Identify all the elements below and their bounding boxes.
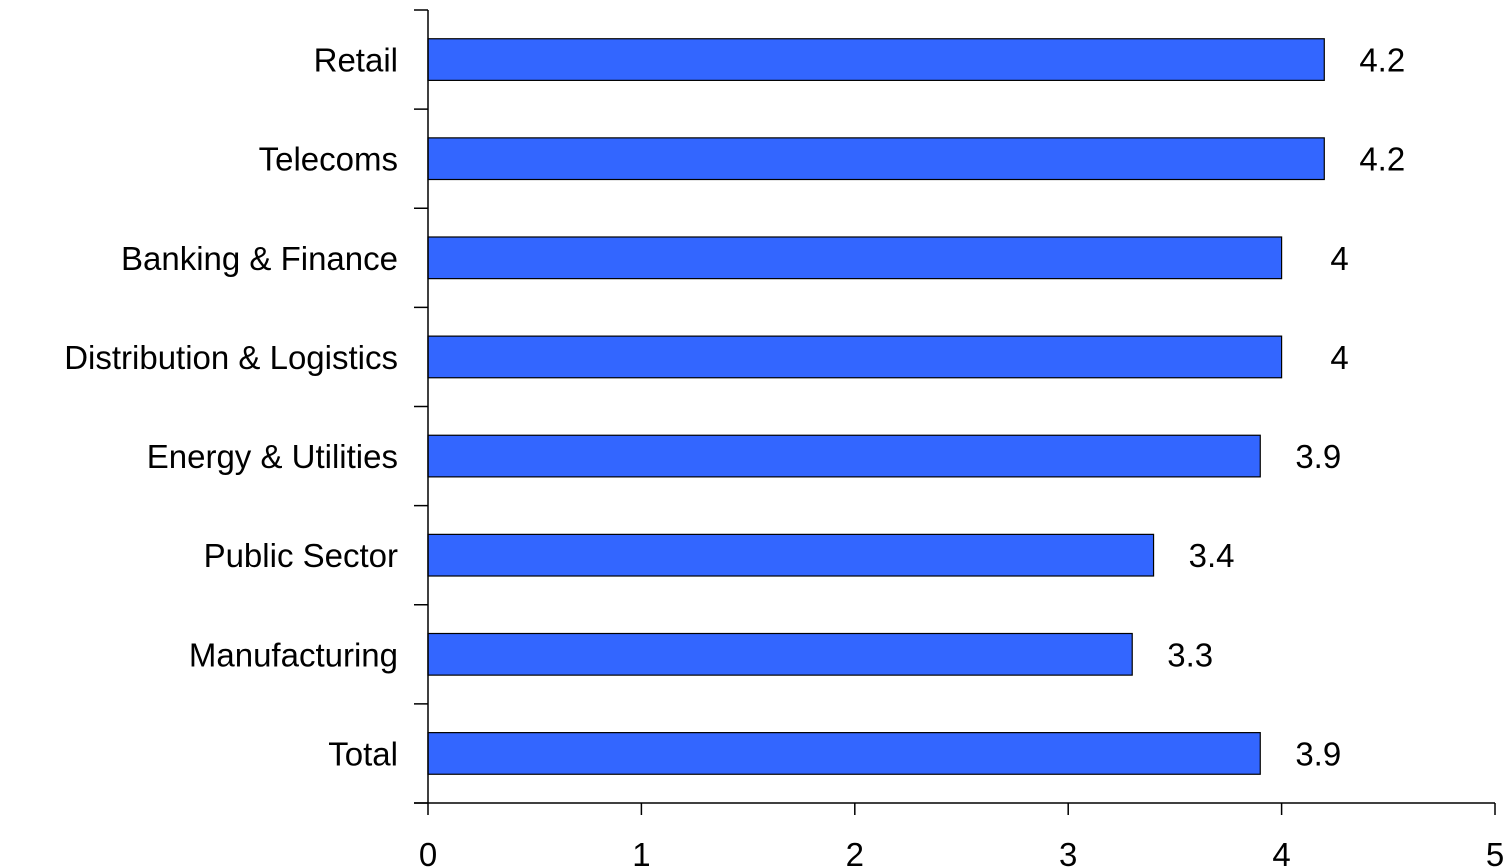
bars-group: [427, 38, 1325, 775]
value-label: 3.9: [1295, 735, 1341, 772]
bar-7: [427, 732, 1261, 775]
bar-0: [427, 38, 1325, 81]
category-label: Banking & Finance: [121, 240, 398, 277]
bar-6: [427, 632, 1133, 676]
bar-2: [427, 236, 1283, 280]
value-label: 3.9: [1295, 438, 1341, 475]
bar-3: [427, 335, 1283, 379]
category-label: Distribution & Logistics: [64, 339, 398, 376]
value-label: 4: [1330, 240, 1348, 277]
x-tick-labels: 0 1 2 3 4 5: [419, 836, 1504, 868]
x-tick-label: 5: [1486, 836, 1504, 868]
category-label: Total: [328, 735, 398, 772]
category-labels: Retail Telecoms Banking & Finance Distribut…: [64, 42, 398, 773]
x-tick-label: 0: [419, 836, 437, 868]
value-labels: 4.2 4.2 4 4 3.9 3.4 3.3 3.9: [1167, 42, 1405, 773]
x-tick-label: 1: [632, 836, 650, 868]
value-label: 3.4: [1189, 537, 1235, 574]
value-label: 4.2: [1359, 141, 1405, 178]
category-label: Energy & Utilities: [147, 438, 398, 475]
bar-1: [427, 137, 1325, 181]
category-label: Manufacturing: [189, 636, 398, 673]
category-label: Telecoms: [259, 141, 398, 178]
category-label: Public Sector: [204, 537, 398, 574]
bar-4: [427, 434, 1261, 478]
value-label: 4: [1330, 339, 1348, 376]
axes: [414, 9, 1496, 815]
bar-5: [427, 533, 1155, 577]
value-label: 3.3: [1167, 636, 1213, 673]
x-tick-label: 3: [1059, 836, 1077, 868]
category-label: Retail: [314, 42, 398, 79]
value-label: 4.2: [1359, 42, 1405, 79]
x-tick-label: 2: [846, 836, 864, 868]
x-tick-label: 4: [1272, 836, 1290, 868]
